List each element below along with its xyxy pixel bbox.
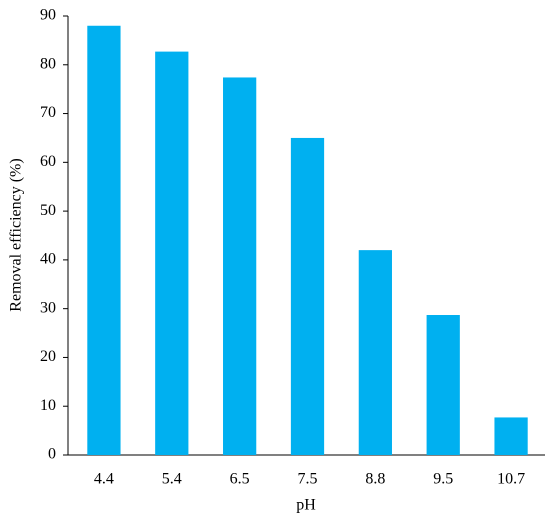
x-tick-label: 8.8 (365, 471, 385, 488)
bar (426, 315, 460, 455)
bar (87, 25, 121, 456)
y-tick-label: 70 (40, 104, 56, 121)
x-tick-label: 9.5 (433, 471, 453, 488)
y-tick-label: 60 (40, 153, 56, 170)
x-axis-title: pH (296, 497, 316, 514)
x-tick-label: 4.4 (94, 471, 114, 488)
y-tick-label: 10 (40, 397, 56, 414)
y-tick-label: 0 (48, 446, 56, 463)
bar (290, 137, 325, 455)
x-tick-label: 6.5 (230, 471, 250, 488)
y-tick-label: 80 (40, 55, 56, 72)
x-tick-label: 10.7 (497, 471, 525, 488)
y-tick-label: 50 (40, 202, 56, 219)
bar (155, 51, 189, 455)
y-tick-label: 20 (40, 348, 56, 365)
bar (223, 77, 257, 456)
y-tick-label: 90 (40, 7, 56, 24)
bar (358, 250, 392, 455)
y-axis-title: Removal efficiency (%) (8, 158, 25, 311)
bar (494, 417, 528, 455)
y-tick-label: 30 (40, 299, 56, 316)
y-tick-label: 40 (40, 251, 56, 268)
x-tick-label: 5.4 (162, 471, 182, 488)
x-tick-label: 7.5 (298, 471, 318, 488)
